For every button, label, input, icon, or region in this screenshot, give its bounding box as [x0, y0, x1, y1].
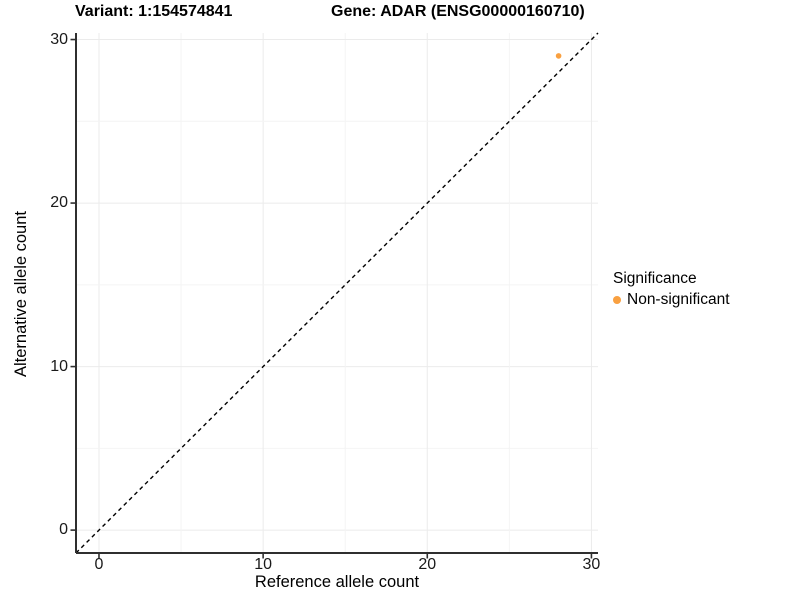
x-axis-title: Reference allele count: [254, 573, 420, 591]
y-axis-title-wrap: Alternative allele count: [12, 144, 32, 444]
legend-label: Non-significant: [627, 291, 730, 308]
legend-title: Significance: [613, 270, 697, 287]
data-point: [555, 53, 562, 59]
variant-title: Variant: 1:154574841: [75, 3, 233, 20]
y-axis-title: Alternative allele count: [12, 211, 30, 378]
y-tick-label: 0: [59, 521, 68, 539]
x-tick-label: 30: [582, 556, 601, 573]
legend-items: Non-significant: [613, 291, 730, 309]
x-tick-label: 20: [418, 556, 437, 573]
x-tick-label: 0: [94, 556, 104, 573]
y-tick-label: 10: [50, 357, 68, 375]
y-tick-label: 30: [50, 30, 68, 48]
y-tick-label: 20: [50, 194, 68, 212]
gene-title: Gene: ADAR (ENSG00000160710): [331, 3, 585, 20]
identity-dashed-line: [75, 32, 599, 554]
legend-point-icon: [613, 296, 621, 304]
legend: Significance Non-significant: [613, 270, 730, 309]
legend-item: Non-significant: [613, 291, 730, 309]
x-tick-label: 10: [254, 556, 273, 573]
